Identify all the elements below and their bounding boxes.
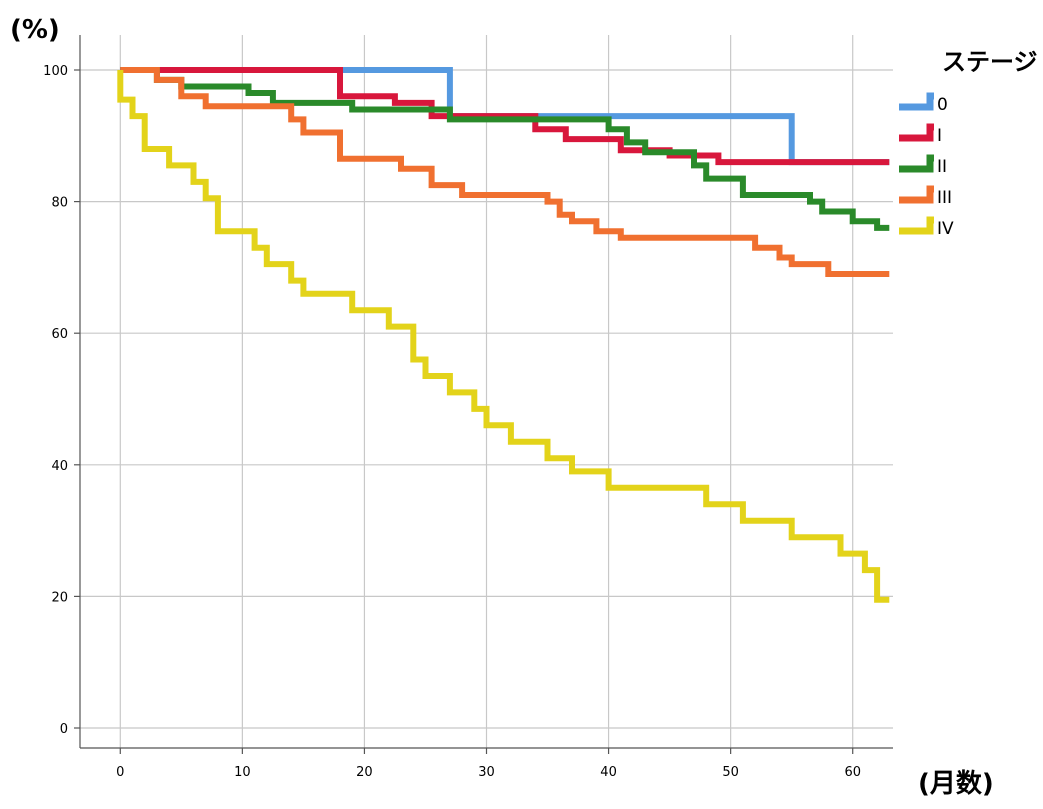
x-tick-label: 10 [234,765,251,780]
x-tick-label: 60 [844,765,861,780]
y-axis-unit-label: (%) [10,15,60,45]
legend-title: ステージ [942,48,1038,76]
series-line-stage-IV [117,70,890,603]
legend-swatch-stage-III [899,185,934,204]
axes [74,35,893,754]
legend-label-stage-IV: IV [937,219,954,239]
legend-swatch-stage-IV [899,216,934,235]
legend-swatch-stage-II [899,154,934,173]
legend-label-stage-I: I [937,126,942,146]
series-lines [117,67,890,603]
y-tick-label: 0 [60,722,68,737]
y-tick-label: 100 [43,64,68,79]
y-tick-label: 60 [51,327,68,342]
x-tick-label: 50 [722,765,739,780]
x-tick-label: 20 [356,765,373,780]
series-line-stage-I [120,67,890,166]
legend-label-stage-II: II [937,157,947,177]
tick-labels: 0 10 20 30 40 50 60 0 20 40 60 80 100 [43,64,861,780]
legend-swatch-stage-I [899,123,934,142]
series-line-stage-III [120,67,890,277]
y-tick-label: 20 [51,590,68,605]
legend-swatch-stage-0 [899,92,934,111]
legend-label-stage-III: III [937,188,952,208]
x-tick-label: 40 [600,765,617,780]
series-line-stage-II [120,67,890,231]
grid-lines [80,35,893,748]
x-tick-label: 0 [116,765,124,780]
legend-label-stage-0: 0 [937,95,948,115]
y-tick-label: 80 [51,196,68,211]
x-tick-label: 30 [478,765,495,780]
y-tick-label: 40 [51,459,68,474]
x-axis-unit-label: (月数) [918,769,994,799]
